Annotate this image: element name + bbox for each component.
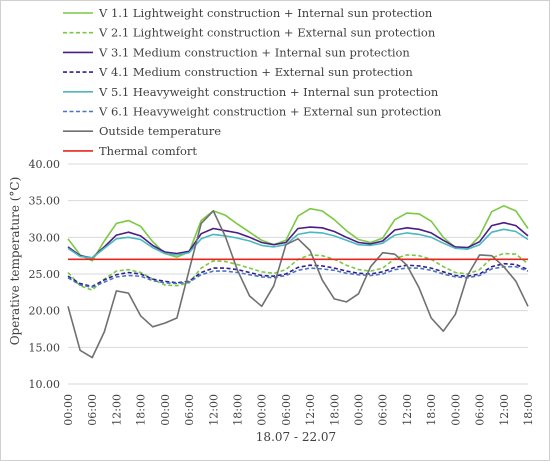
y-tick-label: 10.00 [29,378,61,391]
x-tick-label: 06:00 [86,394,99,426]
y-tick-label: 25.00 [29,268,61,281]
legend-label: V 3.1 Medium construction + Internal sun… [98,45,410,59]
legend-label: Thermal comfort [99,144,197,158]
x-tick-label: 06:00 [183,394,196,426]
x-tick-label: 00:00 [159,394,172,426]
legend: V 1.1 Lightweight construction + Interna… [63,6,442,158]
y-axis-ticks: 10.00 15.00 20.00 25.00 30.00 35.00 40.00 [29,158,61,391]
x-tick-label: 18:00 [135,394,148,426]
series-line-v-3-1-medium-construction-internal-sun-protection [67,221,529,259]
x-axis-label: 18.07 - 22.07 [256,430,336,444]
x-tick-label: 00:00 [256,394,269,426]
y-axis-label: Operative temperature (°C) [8,177,22,346]
x-tick-label: 00:00 [449,394,462,426]
x-tick-label: 06:00 [280,394,293,426]
x-tick-label: 12:00 [401,394,414,426]
y-tick-label: 35.00 [29,195,61,208]
series-line-outside-temperature [67,210,529,359]
legend-label: Outside temperature [99,124,221,138]
series-line-v-1-1-lightweight-construction-internal-sun-protection [67,205,529,262]
x-tick-label: 18:00 [328,394,341,426]
x-tick-label: 00:00 [353,394,366,426]
series-line-v-6-1-heavyweight-construction-external-sun-protection [67,265,529,289]
legend-label: V 4.1 Medium construction + External sun… [98,65,413,79]
x-tick-label: 06:00 [377,394,390,426]
x-tick-label: 18:00 [522,394,535,426]
x-axis-ticks: 00:00 06:00 12:00 18:00 00:00 06:00 12:00 18:00… [62,394,535,426]
x-tick-label: 12:00 [498,394,511,426]
legend-label: V 2.1 Lightweight construction + Externa… [98,26,436,40]
series-layer [67,205,529,359]
y-tick-label: 30.00 [29,231,61,244]
x-tick-label: 18:00 [425,394,438,426]
x-tick-label: 06:00 [474,394,487,426]
y-tick-label: 20.00 [29,305,61,318]
x-tick-label: 12:00 [304,394,317,426]
legend-label: V 1.1 Lightweight construction + Interna… [98,6,433,20]
series-line-v-5-1-heavyweight-construction-internal-sun-protection [67,228,529,259]
y-tick-label: 15.00 [29,341,61,354]
y-tick-label: 40.00 [29,158,61,171]
legend-label: V 6.1 Heavyweight construction + Externa… [98,105,442,119]
x-tick-label: 18:00 [231,394,244,426]
x-tick-label: 12:00 [207,394,220,426]
x-tick-label: 00:00 [62,394,75,426]
legend-label: V 5.1 Heavyweight construction + Interna… [98,85,439,99]
x-tick-label: 12:00 [110,394,123,426]
series-line-v-4-1-medium-construction-external-sun-protection [67,262,529,288]
